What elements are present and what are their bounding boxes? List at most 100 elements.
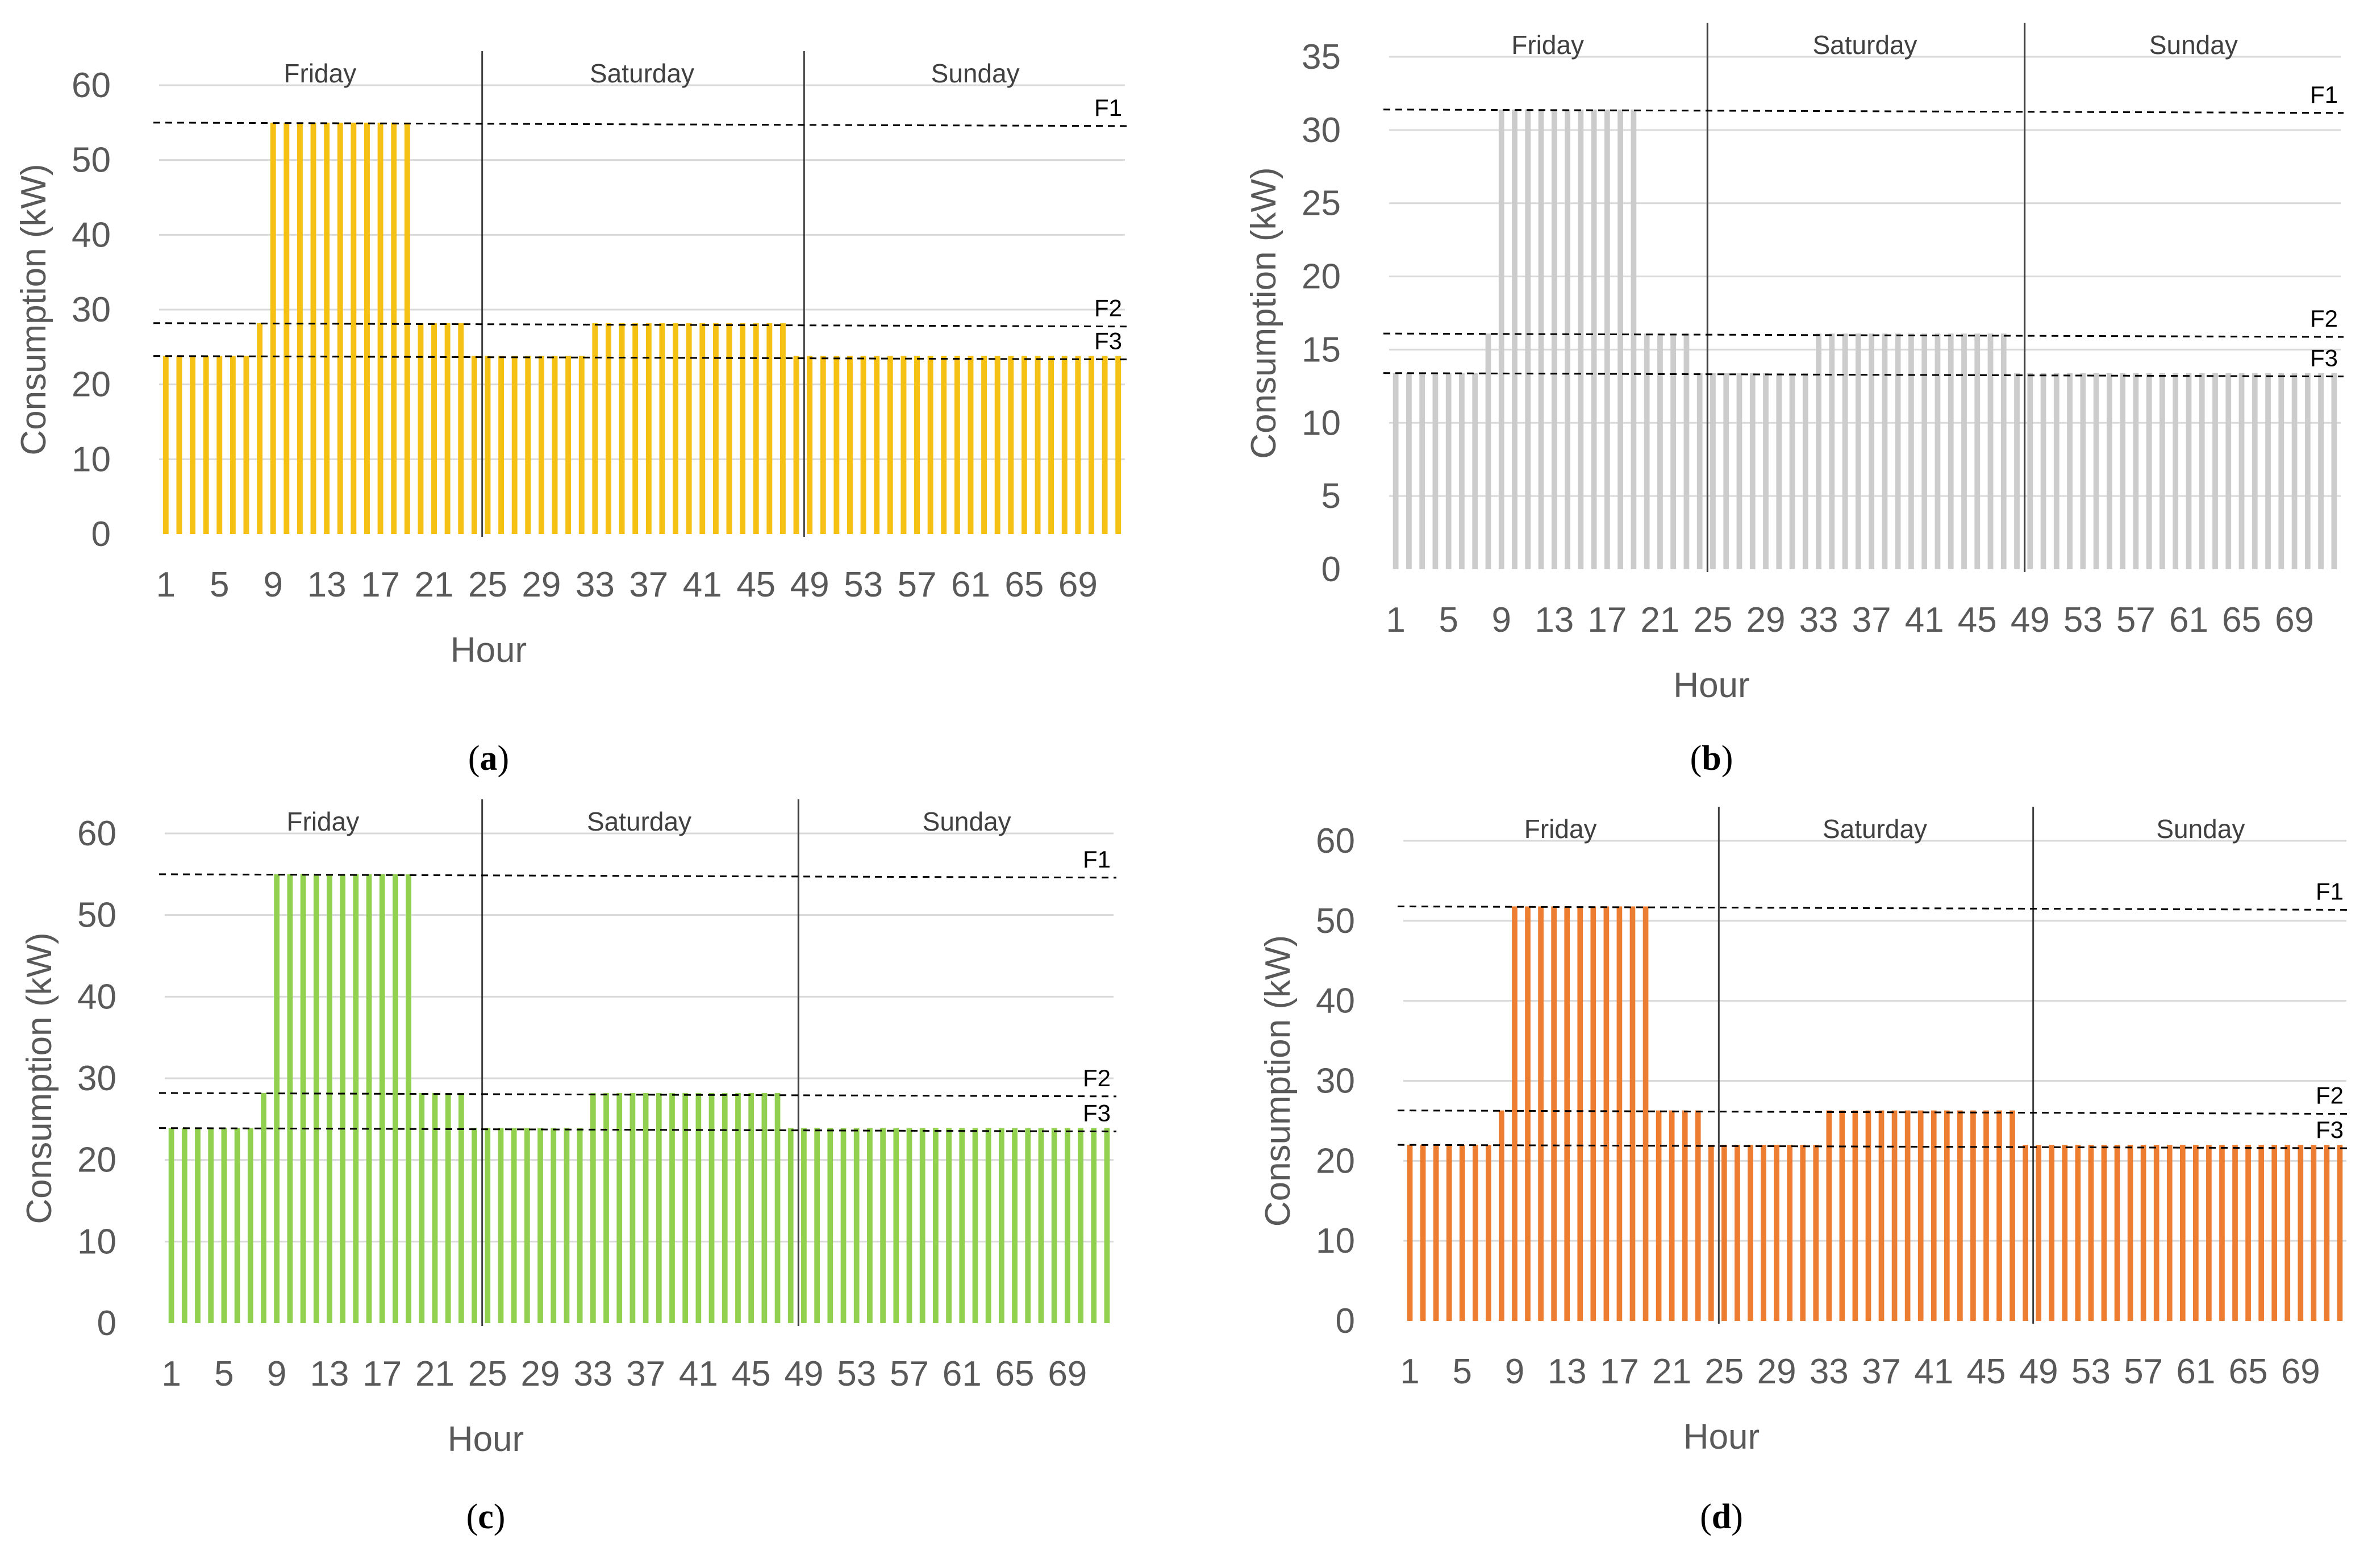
bar: [2298, 1145, 2304, 1321]
reference-line-f1: [1397, 905, 2350, 911]
bar: [1406, 373, 1412, 569]
bar: [1590, 906, 1596, 1321]
bar: [753, 323, 759, 534]
reference-line-f1: [153, 122, 1128, 127]
reference-line-label: F2: [1094, 295, 1122, 322]
x-tick-label: 29: [1746, 600, 1786, 640]
x-axis-title: Hour: [1683, 1417, 1760, 1457]
bar: [2206, 1145, 2212, 1321]
bar: [1935, 333, 1941, 569]
bar: [1538, 109, 1544, 569]
bar: [954, 356, 960, 534]
bar: [833, 356, 840, 534]
bar: [1551, 906, 1557, 1321]
bar: [404, 122, 410, 535]
bar: [445, 1092, 451, 1323]
reference-line-label: F3: [1094, 328, 1122, 355]
x-tick-label: 53: [2063, 600, 2103, 640]
bar: [801, 1128, 807, 1323]
y-tick-label: 10: [1302, 403, 1341, 443]
bar: [190, 356, 195, 534]
x-tick-label: 25: [1704, 1352, 1744, 1391]
bar: [708, 1092, 715, 1323]
bar: [699, 323, 706, 534]
bar: [364, 122, 370, 535]
x-tick-label: 1: [156, 565, 176, 604]
bar: [590, 1092, 596, 1323]
y-tick-label: 30: [1302, 111, 1341, 150]
bar: [619, 323, 625, 534]
bar: [270, 122, 276, 535]
bar: [900, 356, 907, 534]
bar: [2212, 373, 2218, 569]
panel-label-open: (: [466, 1498, 478, 1536]
bar: [1035, 356, 1041, 534]
reference-line-f1: [159, 873, 1117, 879]
bar: [1525, 109, 1531, 569]
y-tick-label: 30: [1316, 1062, 1355, 1101]
bar: [867, 1128, 873, 1323]
bar: [247, 1128, 253, 1323]
day-label: Friday: [286, 807, 359, 836]
bar: [2284, 1145, 2291, 1321]
bar: [511, 356, 518, 534]
x-tick-label: 17: [1600, 1352, 1639, 1391]
bar: [1061, 356, 1068, 534]
bar: [418, 323, 424, 534]
bar: [2146, 373, 2152, 569]
bar: [1078, 1128, 1083, 1323]
bar: [203, 356, 209, 534]
bar: [1446, 1145, 1452, 1321]
bar: [2318, 373, 2324, 569]
bar: [1603, 906, 1610, 1321]
panel-label-close: ): [494, 1498, 506, 1536]
bar: [1433, 1145, 1439, 1321]
bar: [578, 356, 585, 534]
bar: [1459, 1145, 1465, 1321]
bar: [1604, 109, 1610, 569]
x-tick-label: 1: [1400, 1352, 1419, 1391]
x-tick-label: 37: [1852, 600, 1891, 640]
bar: [432, 1092, 438, 1323]
bar: [340, 874, 345, 1323]
bar: [748, 1092, 754, 1323]
x-tick-label: 9: [267, 1354, 286, 1394]
y-tick-label: 50: [1316, 902, 1355, 941]
bar: [2311, 1145, 2317, 1321]
bar: [564, 1128, 570, 1323]
x-tick-label: 45: [1958, 600, 1997, 640]
bar: [1012, 1128, 1018, 1323]
panel-label-close: ): [1731, 1498, 1743, 1536]
bar: [1904, 1110, 1911, 1321]
x-tick-label: 33: [576, 565, 615, 604]
y-tick-label: 40: [77, 977, 116, 1016]
x-tick-label: 17: [1587, 600, 1627, 640]
reference-line-f3: [1397, 1144, 2350, 1149]
bar: [2067, 373, 2073, 569]
bar: [458, 323, 464, 534]
bar: [1591, 109, 1597, 569]
bar: [946, 1128, 952, 1323]
y-tick-label: 20: [77, 1141, 116, 1180]
bar: [2093, 373, 2099, 569]
bar: [1064, 1128, 1070, 1323]
bar: [1048, 356, 1054, 534]
day-label: Friday: [284, 59, 356, 88]
bar: [941, 356, 947, 534]
bar: [994, 356, 1000, 534]
bar: [1800, 1145, 1806, 1321]
bar: [1735, 1145, 1740, 1321]
bar: [287, 874, 293, 1323]
bar: [2075, 1145, 2081, 1321]
bar: [538, 356, 544, 534]
bar: [1486, 1145, 1491, 1321]
bar: [893, 1128, 899, 1323]
bar: [485, 1128, 491, 1323]
y-tick-label: 50: [77, 896, 116, 935]
bar: [2304, 373, 2311, 569]
x-tick-label: 5: [1453, 1352, 1472, 1391]
bar: [2014, 373, 2020, 569]
bar: [1813, 1145, 1819, 1321]
bar: [906, 1128, 912, 1323]
bar: [669, 1092, 675, 1323]
